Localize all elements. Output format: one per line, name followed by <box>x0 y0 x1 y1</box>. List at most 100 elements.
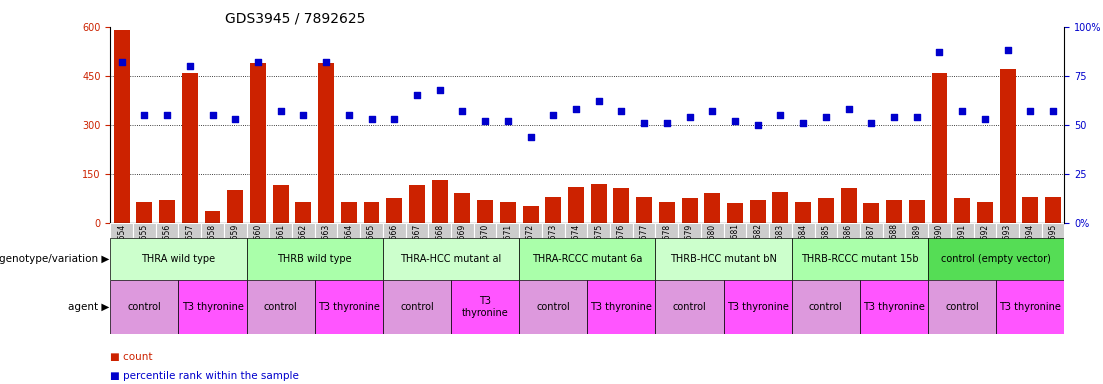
Bar <box>383 223 406 238</box>
Bar <box>364 202 379 223</box>
Bar <box>818 198 834 223</box>
Bar <box>610 223 633 238</box>
Point <box>772 112 790 118</box>
Bar <box>523 207 538 223</box>
Bar <box>159 200 175 223</box>
Bar <box>269 223 292 238</box>
Bar <box>428 223 451 238</box>
Point <box>931 49 949 55</box>
Bar <box>795 202 811 223</box>
Bar <box>724 223 747 238</box>
Bar <box>974 223 996 238</box>
Point <box>249 59 267 65</box>
Text: GSM721664: GSM721664 <box>344 223 353 270</box>
Bar <box>633 223 655 238</box>
Bar <box>747 223 769 238</box>
Text: GSM721695: GSM721695 <box>1049 223 1058 270</box>
Bar <box>565 223 588 238</box>
Point <box>453 108 471 114</box>
Point <box>522 134 539 140</box>
Bar <box>247 280 314 334</box>
Point <box>431 86 449 93</box>
Bar <box>769 223 792 238</box>
Bar <box>314 280 383 334</box>
Text: T3 thyronine: T3 thyronine <box>318 302 379 312</box>
Text: GSM721669: GSM721669 <box>458 223 467 270</box>
Bar <box>114 30 130 223</box>
Bar <box>886 200 902 223</box>
Bar <box>655 238 792 280</box>
Bar <box>792 223 814 238</box>
Text: GSM721674: GSM721674 <box>571 223 580 270</box>
Text: control: control <box>264 302 298 312</box>
Bar <box>341 202 356 223</box>
Text: GSM721683: GSM721683 <box>775 223 785 270</box>
Bar <box>840 189 857 223</box>
Point <box>136 112 153 118</box>
Text: ■ percentile rank within the sample: ■ percentile rank within the sample <box>110 371 299 381</box>
Bar <box>1019 223 1041 238</box>
Text: GSM721665: GSM721665 <box>367 223 376 270</box>
Bar <box>296 202 311 223</box>
Point <box>658 120 676 126</box>
Bar <box>179 280 247 334</box>
Bar <box>224 223 247 238</box>
Bar <box>179 223 201 238</box>
Text: THRA-HCC mutant al: THRA-HCC mutant al <box>400 254 502 264</box>
Bar <box>591 184 607 223</box>
Bar <box>932 73 947 223</box>
Text: GSM721692: GSM721692 <box>981 223 989 270</box>
Bar <box>750 200 765 223</box>
Text: GSM721675: GSM721675 <box>595 223 603 270</box>
Bar <box>454 194 470 223</box>
Text: GDS3945 / 7892625: GDS3945 / 7892625 <box>225 12 365 26</box>
Bar <box>792 280 860 334</box>
Point <box>1021 108 1039 114</box>
Point <box>794 120 812 126</box>
Bar <box>700 223 724 238</box>
Bar <box>568 187 583 223</box>
Text: THRB wild type: THRB wild type <box>278 254 352 264</box>
Bar <box>156 223 179 238</box>
Bar <box>792 238 928 280</box>
Point <box>340 112 357 118</box>
Text: ■ count: ■ count <box>110 352 153 362</box>
Bar <box>860 223 882 238</box>
Text: control: control <box>808 302 843 312</box>
Bar <box>247 238 383 280</box>
Text: GSM721691: GSM721691 <box>957 223 966 270</box>
Text: THRA-RCCC mutant 6a: THRA-RCCC mutant 6a <box>532 254 643 264</box>
Bar <box>909 200 924 223</box>
Text: GSM721660: GSM721660 <box>254 223 263 270</box>
Text: agent ▶: agent ▶ <box>67 302 109 312</box>
Text: GSM721667: GSM721667 <box>413 223 421 270</box>
Text: GSM721682: GSM721682 <box>753 223 762 270</box>
Text: GSM721668: GSM721668 <box>436 223 445 270</box>
Text: GSM721679: GSM721679 <box>685 223 694 270</box>
Point <box>839 106 857 112</box>
Bar <box>954 198 971 223</box>
Bar <box>814 223 837 238</box>
Text: GSM721680: GSM721680 <box>708 223 717 270</box>
Text: T3 thyronine: T3 thyronine <box>182 302 244 312</box>
Text: THRA wild type: THRA wild type <box>141 254 215 264</box>
Text: T3 thyronine: T3 thyronine <box>727 302 789 312</box>
Point <box>408 92 426 98</box>
Point <box>681 114 698 120</box>
Text: GSM721681: GSM721681 <box>730 223 739 270</box>
Text: GSM721663: GSM721663 <box>322 223 331 270</box>
Bar <box>658 202 675 223</box>
Bar <box>928 223 951 238</box>
Text: GSM721686: GSM721686 <box>844 223 853 270</box>
Point <box>181 63 199 69</box>
Bar <box>110 238 247 280</box>
Point <box>158 112 175 118</box>
Bar <box>587 280 655 334</box>
Bar <box>133 223 156 238</box>
Text: T3 thyronine: T3 thyronine <box>590 302 652 312</box>
Bar <box>951 223 974 238</box>
Bar <box>137 202 152 223</box>
Bar <box>1045 197 1061 223</box>
Bar <box>928 238 1064 280</box>
Bar <box>682 198 697 223</box>
